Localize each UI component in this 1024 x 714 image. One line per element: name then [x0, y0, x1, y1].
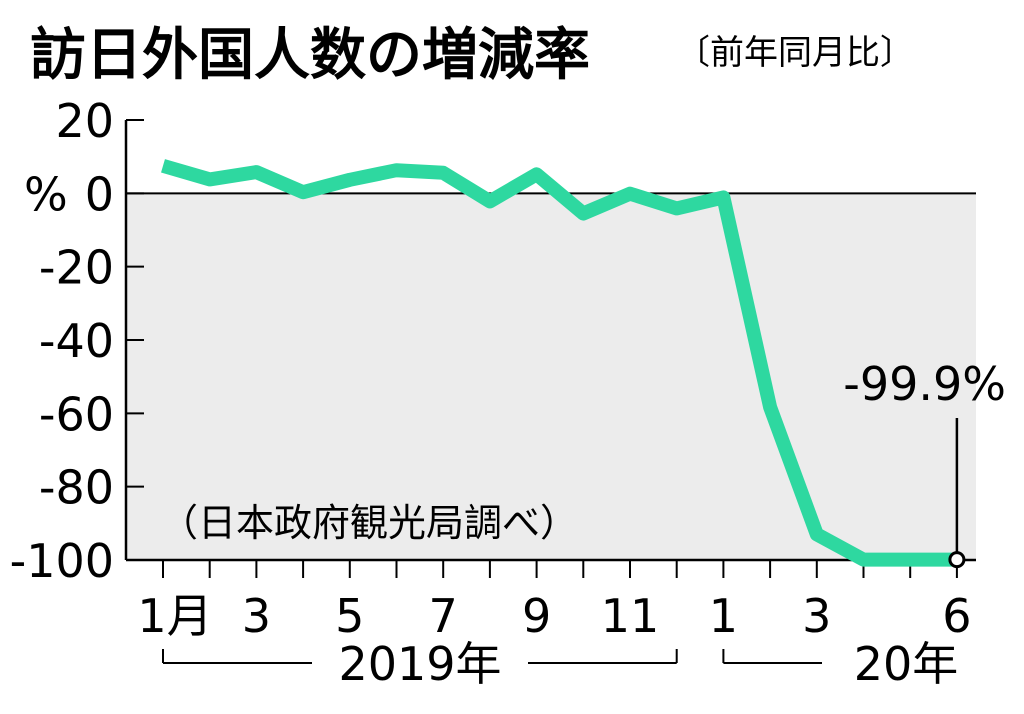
annotation-label: -99.9%	[843, 357, 1006, 411]
y-tick-label: -40	[39, 314, 114, 368]
series-line	[161, 159, 957, 567]
x-tick-label: 9	[522, 589, 551, 643]
y-unit-label: %	[24, 167, 68, 221]
x-ticks: 1月 3 5 7 9 11 1 3 6	[137, 560, 972, 643]
year-label-2019: 2019年	[338, 637, 501, 691]
x-tick-label: 11	[601, 589, 660, 643]
x-tick-label: 1	[709, 589, 738, 643]
chart-title: 訪日外国人数の増減率	[30, 23, 590, 88]
y-tick-label: 0	[85, 167, 114, 221]
end-point-marker	[948, 551, 966, 569]
y-tick-label: -100	[10, 534, 114, 588]
source-note: （日本政府観光局調べ）	[160, 501, 578, 545]
negative-region-shade	[126, 193, 976, 561]
y-tick-label: -80	[39, 461, 114, 515]
year-brackets: 2019年 20年	[162, 637, 959, 691]
chart-title-group: 訪日外国人数の増減率 〔前年同月比〕	[30, 23, 914, 88]
y-tick-label: 20	[55, 94, 114, 148]
x-tick-label: 3	[802, 589, 831, 643]
y-ticks: 20 0 -20 -40 -60 -80 -100	[10, 94, 144, 588]
x-tick-label: 7	[429, 589, 458, 643]
x-tick-label: 3	[242, 589, 271, 643]
chart-subtitle: 〔前年同月比〕	[676, 33, 914, 73]
y-tick-label: -20	[39, 241, 114, 295]
year-label-2020: 20年	[854, 637, 959, 691]
x-tick-label: 6	[942, 589, 971, 643]
y-tick-label: -60	[39, 387, 114, 441]
x-tick-label: 1月	[137, 589, 212, 643]
x-tick-label: 5	[335, 589, 364, 643]
